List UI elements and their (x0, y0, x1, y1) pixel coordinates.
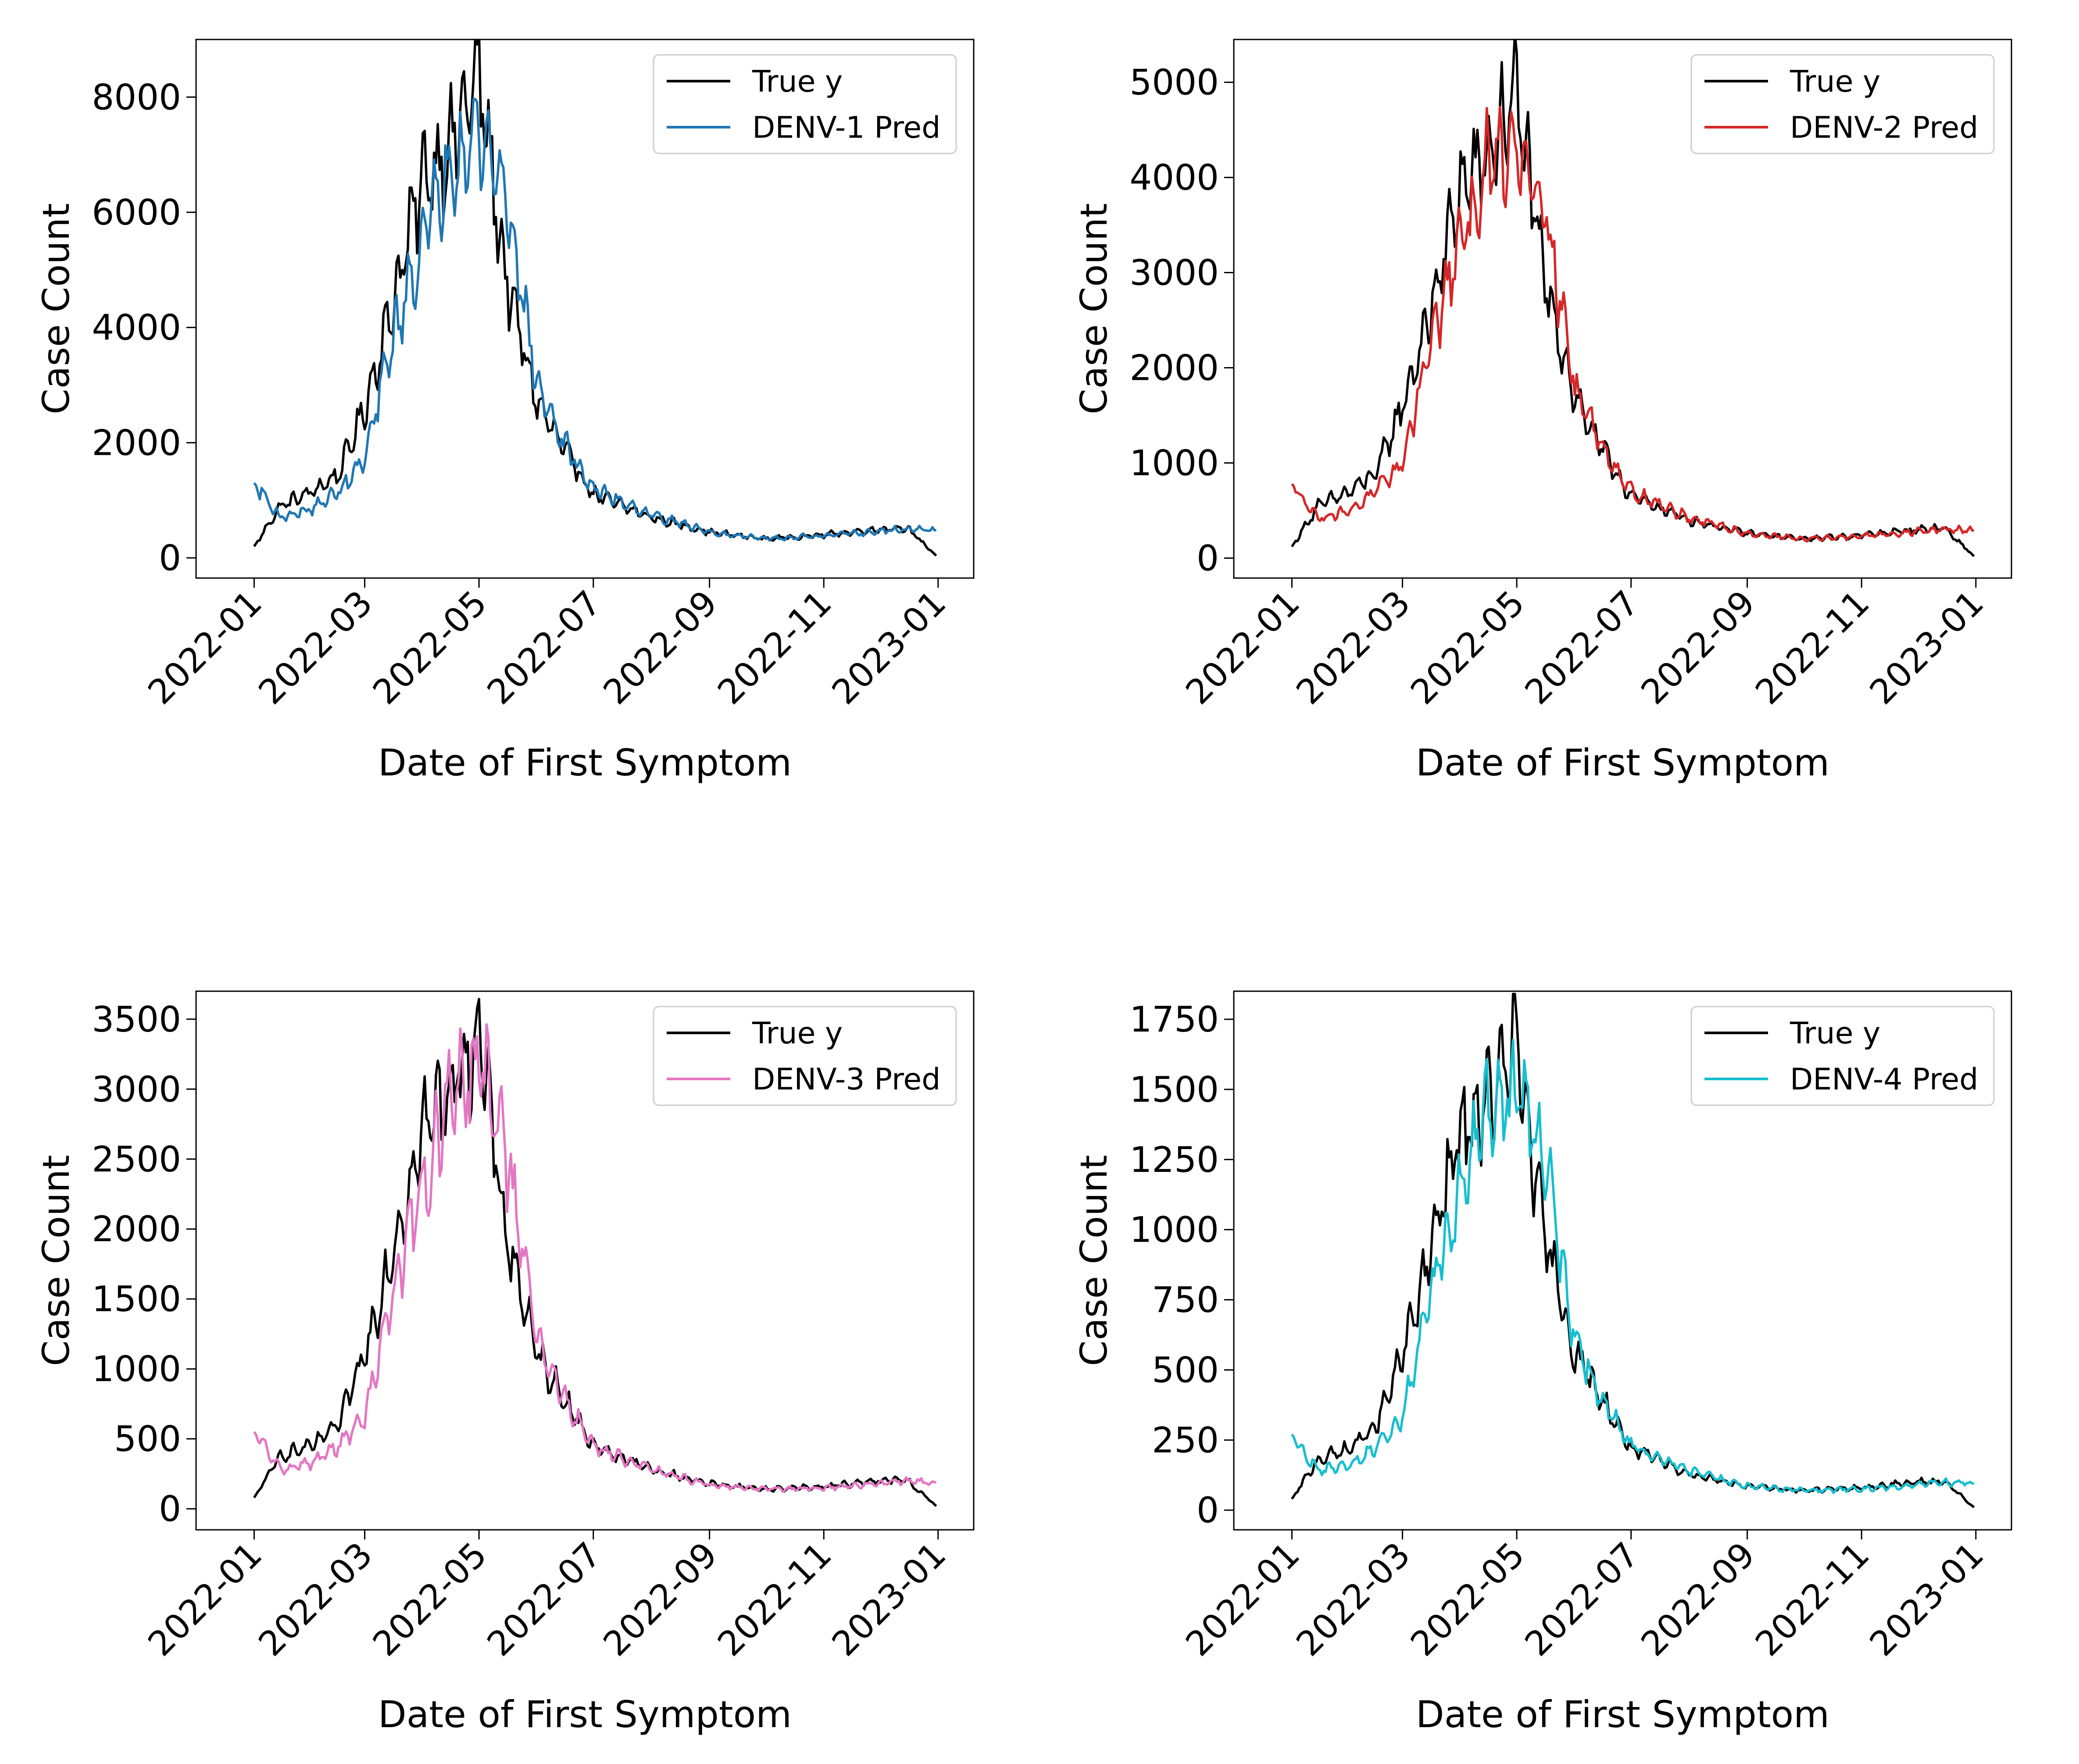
legend-entry: True y (752, 64, 843, 99)
y-tick-label: 1750 (1129, 999, 1219, 1040)
y-tick-label: 1000 (1129, 443, 1219, 483)
x-tick-label: 2022-07 (1518, 583, 1647, 712)
y-tick-label: 2000 (92, 1209, 181, 1250)
legend-entry: DENV-2 Pred (1790, 111, 1978, 145)
x-tick-label: 2023-01 (825, 1535, 954, 1664)
legend: True y DENV-3 Pred (653, 1006, 957, 1106)
y-tick-label: 0 (159, 1489, 181, 1529)
y-tick-label: 500 (1152, 1350, 1219, 1390)
x-tick-label: 2022-07 (480, 583, 609, 712)
legend-entry: DENV-4 Pred (1790, 1062, 1978, 1097)
y-tick-label: 750 (1152, 1280, 1219, 1321)
legend-box (653, 1006, 957, 1106)
x-tick-label: 2022-07 (480, 1535, 609, 1664)
legend: True y DENV-4 Pred (1690, 1006, 1995, 1106)
y-tick-label: 4000 (92, 307, 181, 348)
x-tick-label: 2022-09 (1634, 1535, 1763, 1664)
x-tick-label: 2022-03 (1289, 583, 1418, 712)
legend: True y DENV-2 Pred (1690, 54, 1995, 154)
legend-box (1690, 54, 1995, 154)
x-tick-label: 2022-03 (251, 1535, 380, 1664)
plot-frame (1233, 990, 2012, 1531)
y-tick-label: 1250 (1129, 1139, 1219, 1180)
y-tick-label: 4000 (1129, 157, 1219, 198)
y-axis-label: Case Count (1072, 1155, 1115, 1366)
x-axis-label: Date of First Symptom (1416, 741, 1829, 784)
legend-box (653, 54, 957, 154)
x-axis-label: Date of First Symptom (378, 1693, 792, 1736)
y-tick-label: 3500 (92, 999, 181, 1040)
plot-frame (1233, 39, 2012, 579)
x-tick-label: 2022-01 (1179, 1535, 1307, 1664)
x-tick-label: 2023-01 (825, 583, 954, 712)
x-tick-label: 2022-01 (1179, 583, 1307, 712)
y-tick-label: 3000 (92, 1069, 181, 1110)
y-tick-label: 500 (114, 1419, 181, 1460)
legend-entry: True y (1790, 1016, 1880, 1051)
y-tick-label: 0 (1197, 538, 1219, 578)
x-tick-label: 2023-01 (1862, 583, 1991, 712)
y-tick-label: 1500 (1129, 1069, 1219, 1110)
y-tick-label: 1000 (1129, 1210, 1219, 1250)
series-line-pred (253, 98, 936, 542)
chart-panel-1: 020004000600080002022-012022-032022-0520… (35, 39, 975, 784)
y-tick-label: 0 (159, 538, 181, 578)
y-tick-label: 2500 (92, 1139, 181, 1180)
x-axis-label: Date of First Symptom (378, 741, 792, 784)
legend-entry: True y (752, 1016, 843, 1051)
chart-panel-3: 05001000150020002500300035002022-012022-… (35, 990, 975, 1736)
x-tick-label: 2022-05 (1403, 583, 1532, 712)
legend-entry: True y (1790, 64, 1880, 99)
x-tick-label: 2022-09 (596, 1535, 725, 1664)
x-tick-label: 2022-03 (1289, 1535, 1418, 1664)
chart-panel-4: 0 250 500 750 1000 1250 1500 1750 2022-012022-03… (1072, 990, 2012, 1736)
series-line-pred (1291, 105, 1974, 543)
y-tick-label: 6000 (92, 192, 181, 233)
x-tick-label: 2022-11 (711, 583, 839, 712)
y-tick-label: 1000 (92, 1349, 181, 1389)
x-tick-label: 2023-01 (1862, 1535, 1991, 1664)
x-tick-label: 2022-09 (596, 583, 725, 712)
series-line-pred (253, 1023, 936, 1493)
series-line-pred (1291, 1039, 1974, 1494)
x-tick-label: 2022-07 (1518, 1535, 1647, 1664)
x-tick-label: 2022-05 (365, 583, 494, 712)
x-tick-label: 2022-11 (1748, 583, 1877, 712)
plot-frame (195, 39, 975, 579)
x-tick-label: 2022-11 (1748, 1535, 1877, 1664)
x-tick-label: 2022-11 (711, 1535, 839, 1664)
y-axis-label: Case Count (35, 203, 78, 414)
y-tick-label: 0 (1197, 1490, 1219, 1531)
x-tick-label: 2022-01 (141, 583, 270, 712)
plot-frame (195, 990, 975, 1531)
legend-entry: DENV-3 Pred (752, 1062, 940, 1097)
y-tick-label: 5000 (1129, 62, 1219, 103)
chart-panel-2: 0100020003000400050002022-012022-032022-… (1072, 39, 2012, 784)
series-line-true-y (1291, 993, 1975, 1508)
y-tick-label: 8000 (92, 77, 181, 118)
y-tick-label: 3000 (1129, 253, 1219, 293)
legend-box (1690, 1006, 1995, 1106)
y-axis-label: Case Count (1072, 203, 1115, 414)
x-tick-label: 2022-05 (1403, 1535, 1532, 1664)
y-axis-label: Case Count (35, 1155, 78, 1366)
legend: True y DENV-1 Pred (653, 54, 957, 154)
x-tick-label: 2022-03 (251, 583, 380, 712)
x-tick-label: 2022-09 (1634, 583, 1763, 712)
y-tick-label: 250 (1152, 1420, 1219, 1460)
y-tick-label: 2000 (1129, 348, 1219, 389)
legend-entry: DENV-1 Pred (752, 111, 940, 145)
y-tick-label: 1500 (92, 1279, 181, 1320)
x-tick-label: 2022-01 (141, 1535, 270, 1664)
x-tick-label: 2022-05 (365, 1535, 494, 1664)
y-tick-label: 2000 (92, 422, 181, 463)
x-axis-label: Date of First Symptom (1416, 1693, 1829, 1736)
